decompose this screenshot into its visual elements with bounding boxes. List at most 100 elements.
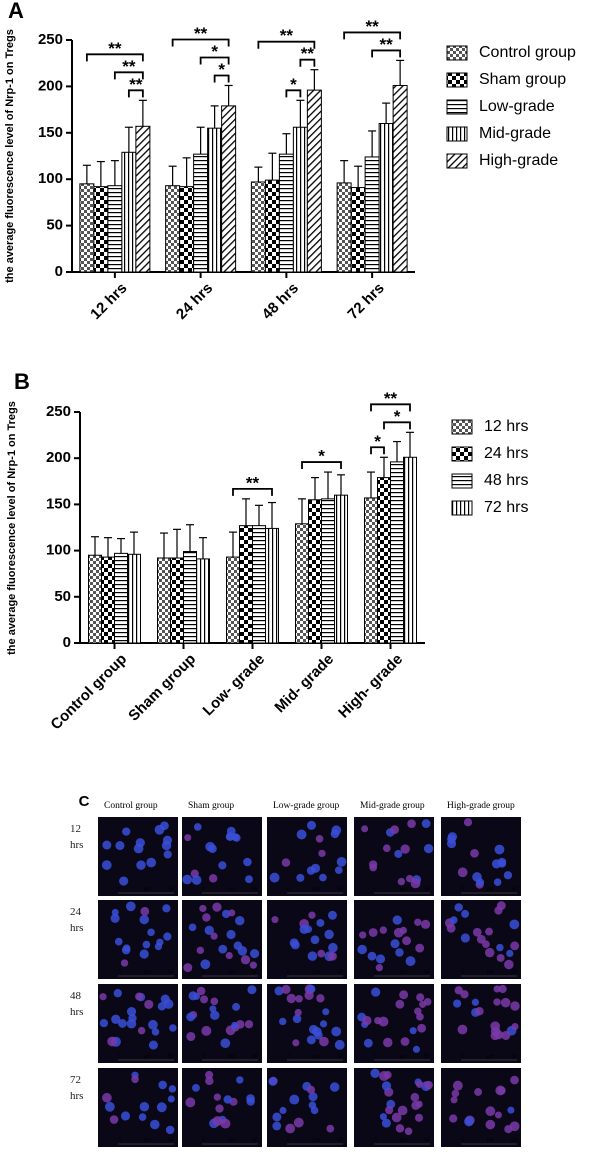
cell <box>115 841 125 851</box>
bar <box>135 125 151 273</box>
cell <box>501 1030 511 1041</box>
cell <box>228 909 236 917</box>
cell <box>121 945 131 955</box>
cell <box>509 919 520 930</box>
error-bar <box>367 471 375 498</box>
cell <box>357 944 367 955</box>
significance-bracket <box>199 56 230 65</box>
column-header: Sham group <box>188 801 234 811</box>
micrograph: 0 µm 50 <box>267 984 347 1063</box>
cell <box>230 1021 239 1030</box>
significance-label: ** <box>194 24 208 43</box>
cell <box>319 873 327 882</box>
significance-bracket <box>171 38 230 47</box>
y-tick-label: 200 <box>46 449 71 466</box>
legend-swatch <box>451 500 473 516</box>
x-tick-label: 72 hrs <box>344 280 387 323</box>
cell <box>272 1121 282 1131</box>
y-tick-label: 100 <box>38 170 63 187</box>
scale-end: 50 <box>252 1053 258 1059</box>
error-bar <box>282 133 291 155</box>
cell <box>137 1026 146 1035</box>
error-bar <box>354 165 363 188</box>
cell <box>144 999 154 1009</box>
error-bar <box>117 537 125 554</box>
legend-swatch <box>446 153 468 169</box>
bar <box>79 183 95 273</box>
significance-bracket <box>343 31 402 40</box>
cell <box>286 993 296 1004</box>
cell <box>419 1000 427 1008</box>
cell <box>292 1039 300 1047</box>
significance-label: ** <box>366 17 380 36</box>
significance-label: ** <box>301 44 315 63</box>
cell <box>215 1104 224 1113</box>
significance-bracket <box>232 487 273 496</box>
cell <box>509 1121 520 1132</box>
bar <box>321 498 335 644</box>
scale-start: 0 <box>287 969 290 975</box>
cell <box>326 1124 335 1133</box>
cell <box>334 866 343 875</box>
scale-unit: µm <box>228 886 235 892</box>
cell <box>199 904 207 913</box>
cell <box>101 860 112 870</box>
cell <box>139 914 149 925</box>
scale-start: 0 <box>374 1053 377 1059</box>
bar <box>165 185 181 273</box>
cell <box>146 857 157 868</box>
bar <box>350 187 366 273</box>
cell <box>271 916 279 924</box>
scale-unit: µm <box>487 886 494 892</box>
bar <box>308 499 322 644</box>
scale-end: 50 <box>424 886 430 892</box>
cell <box>102 840 112 850</box>
micrograph: 0 µm 50 <box>441 984 521 1063</box>
scale-end: 50 <box>511 1137 517 1143</box>
cell <box>493 878 502 886</box>
error-bar <box>310 69 319 91</box>
cell <box>308 1024 319 1035</box>
bar <box>292 126 308 273</box>
scale-start: 0 <box>118 886 121 892</box>
cell <box>200 995 209 1004</box>
bar <box>364 497 378 644</box>
cell <box>293 1117 304 1128</box>
cell <box>156 1102 167 1113</box>
column-header: Mid-grade group <box>360 801 425 811</box>
cell <box>415 943 425 953</box>
cell <box>150 1119 160 1130</box>
cell <box>240 955 251 965</box>
micrograph: 0 µm 50 <box>354 900 434 979</box>
cell <box>292 1014 302 1024</box>
cell <box>336 856 347 867</box>
cell <box>410 878 421 889</box>
cell <box>139 1101 150 1112</box>
cell <box>272 1112 282 1122</box>
cell <box>226 929 236 940</box>
error-bar <box>199 537 207 559</box>
error-bar <box>393 440 401 462</box>
error-bar <box>224 84 233 106</box>
bar <box>127 553 141 644</box>
cell <box>385 1106 394 1115</box>
cell <box>470 848 479 858</box>
bar <box>114 552 128 644</box>
bar <box>239 525 253 644</box>
significance-bracket <box>370 446 385 455</box>
micrograph-background <box>441 1068 521 1147</box>
cell <box>139 949 149 959</box>
cell <box>204 925 214 936</box>
legend-swatch <box>446 126 468 142</box>
cell <box>308 1101 317 1109</box>
cell <box>269 872 280 883</box>
cell <box>135 992 144 1001</box>
cell <box>420 919 431 929</box>
micrograph: 0 µm 50 <box>354 984 434 1063</box>
micrograph: 0 µm 50 <box>354 817 434 896</box>
legend-label: Mid-grade <box>479 125 551 142</box>
cell <box>208 874 218 883</box>
micrograph: 0 µm 50 <box>98 1068 178 1147</box>
error-bar <box>311 477 319 500</box>
